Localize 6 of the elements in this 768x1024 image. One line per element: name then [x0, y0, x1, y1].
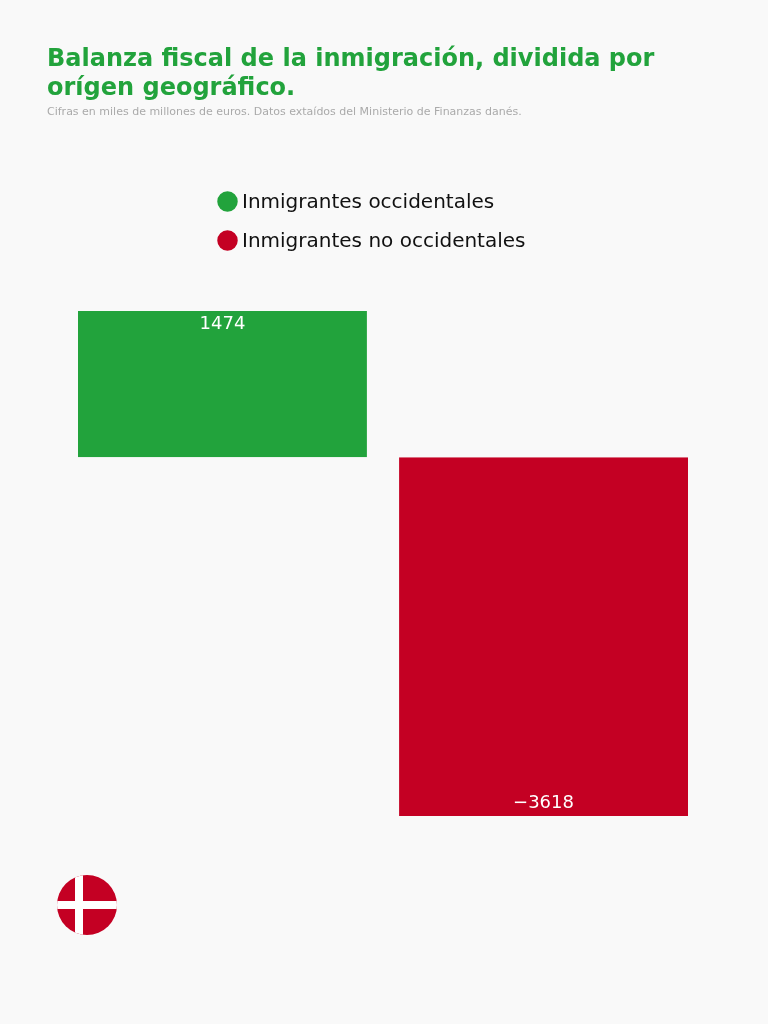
- data-label: 1474: [199, 312, 246, 333]
- legend-label: Inmigrantes occidentales: [242, 188, 495, 213]
- legend-label: Inmigrantes no occidentales: [242, 227, 526, 252]
- chart-subtitle: Cifras en miles de millones de euros. Datos extaídos del Ministerio de Finanzas danés.: [47, 105, 522, 118]
- chart-title: Balanza fiscal de la inmigración, dividida por orígen geográfico.: [47, 44, 656, 102]
- data-label: −3618: [513, 791, 574, 812]
